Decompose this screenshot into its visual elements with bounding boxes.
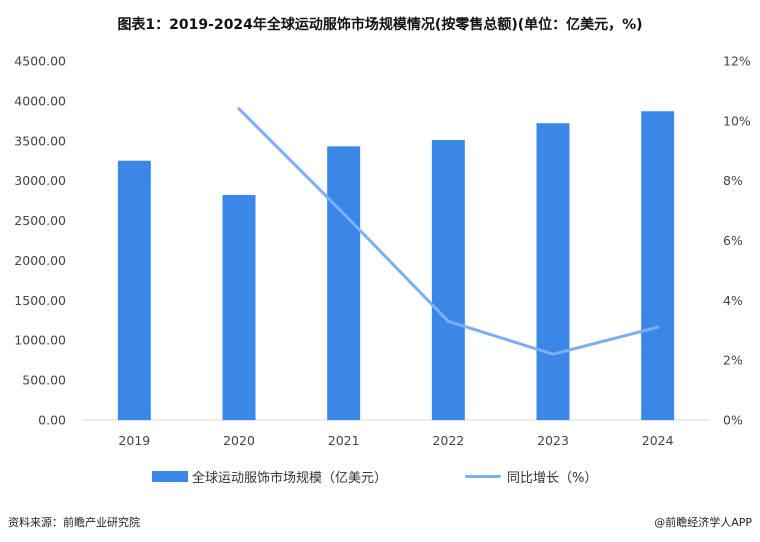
source-note: 资料来源：前瞻产业研究院: [8, 516, 140, 529]
y-right-tick-label: 12%: [723, 54, 751, 69]
y-right-tick-label: 10%: [723, 113, 751, 128]
brand-note: @前瞻经济学人APP: [654, 516, 752, 529]
bar-2021: [327, 146, 361, 420]
y-right-tick-label: 8%: [723, 173, 743, 188]
bar-2022: [431, 139, 465, 421]
legend-item-line: 同比增长（%）: [465, 467, 597, 486]
legend-bar-label: 全球运动服饰市场规模（亿美元）: [192, 471, 388, 486]
x-tick-label: 2020: [223, 433, 255, 448]
y-left-tick-label: 4000.00: [14, 93, 66, 108]
chart-legend: 全球运动服饰市场规模（亿美元） 同比增长（%）: [0, 467, 760, 487]
y-left-tick-label: 0.00: [38, 413, 66, 428]
legend-line-swatch: [465, 475, 501, 478]
y-right-tick-label: 0%: [723, 413, 743, 428]
chart-title: 图表1：2019-2024年全球运动服饰市场规模情况(按零售总额)(单位：亿美元…: [117, 17, 643, 33]
y-right-tick-label: 2%: [723, 353, 743, 368]
legend-bar-swatch: [152, 471, 188, 482]
x-tick-label: 2024: [642, 433, 674, 448]
legend-line-label: 同比增长（%）: [507, 471, 598, 486]
y-left-tick-label: 2500.00: [14, 213, 66, 228]
y-right-tick-label: 6%: [723, 233, 743, 248]
y-left-tick-label: 1000.00: [14, 333, 66, 348]
y-left-tick-label: 4500.00: [14, 54, 66, 69]
bar-2019: [117, 160, 151, 420]
y-left-tick-label: 3500.00: [14, 133, 66, 148]
y-left-tick-label: 500.00: [22, 373, 66, 388]
growth-line: [237, 107, 660, 356]
x-tick-label: 2019: [118, 433, 150, 448]
y-right-tick-label: 4%: [723, 293, 743, 308]
x-tick-label: 2021: [328, 433, 360, 448]
legend-item-bar: 全球运动服饰市场规模（亿美元）: [152, 467, 387, 486]
bar-2023: [536, 123, 570, 420]
y-left-tick-label: 2000.00: [14, 253, 66, 268]
y-left-tick-label: 1500.00: [14, 293, 66, 308]
x-tick-label: 2023: [537, 433, 569, 448]
bar-2020: [222, 195, 256, 420]
y-left-tick-label: 3000.00: [14, 173, 66, 188]
bar-2024: [641, 111, 675, 420]
x-tick-label: 2022: [432, 433, 464, 448]
